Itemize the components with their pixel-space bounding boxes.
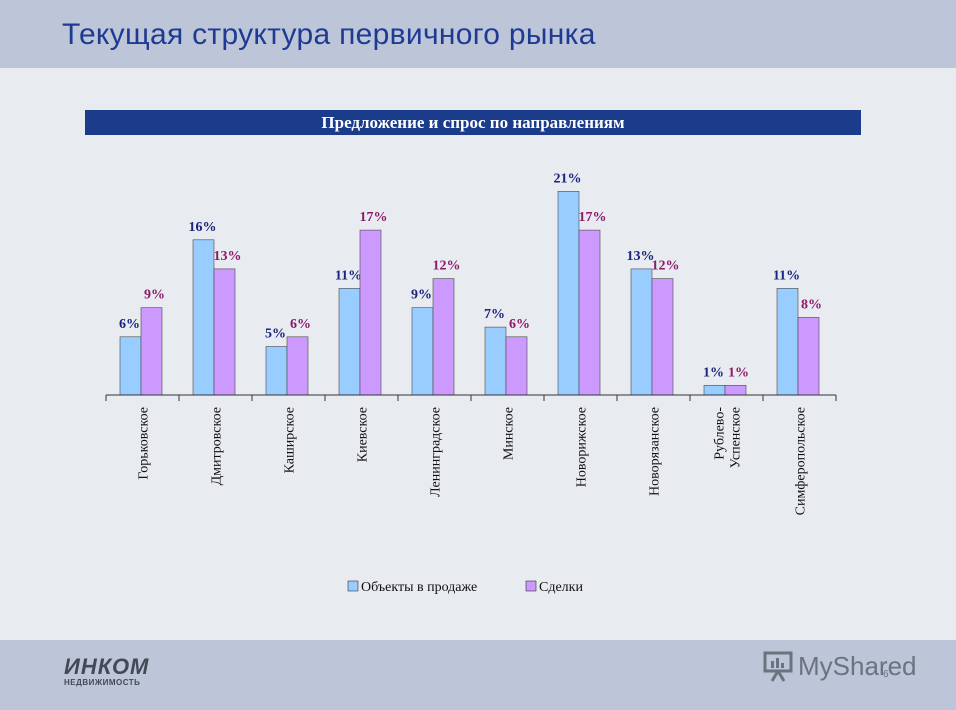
data-label: 7% <box>484 307 505 322</box>
bar-offers-9 <box>776 287 799 396</box>
bar-offers-1 <box>192 239 215 396</box>
data-label: 1% <box>728 365 749 380</box>
data-label: 13% <box>627 249 655 264</box>
category-label: Ленинградское <box>429 407 444 497</box>
legend-label-offers: Объекты в продаже <box>361 580 477 595</box>
bar-chart: 6% 16% 5% 11% 9% 7% 21% 13% 1% 11% 9% 13% 6% 17% 12% 6%… <box>105 171 837 595</box>
data-label: 17% <box>360 210 388 225</box>
bar-deals-6 <box>578 229 601 396</box>
data-label: 6% <box>119 317 140 332</box>
category-label: Минское <box>502 407 517 460</box>
top-band <box>0 0 956 68</box>
data-label: 12% <box>433 259 461 274</box>
bar-offers-5 <box>484 326 507 396</box>
bar-deals-3 <box>359 229 382 396</box>
bar-offers-2 <box>265 346 288 396</box>
data-label: 9% <box>144 288 165 303</box>
bar-deals-2 <box>286 336 309 396</box>
data-label: 6% <box>509 317 530 332</box>
logo-main-text: ИНКОМ <box>64 654 150 679</box>
data-label: 16% <box>189 220 217 235</box>
company-logo: ИНКОМ НЕДВИЖИМОСТЬ <box>64 654 149 687</box>
legend-swatch-deals <box>525 580 537 592</box>
category-label: Киевское <box>356 407 371 462</box>
data-label: 21% <box>554 171 582 186</box>
category-label: Дмитровское <box>210 407 225 485</box>
bar-offers-0 <box>119 336 142 396</box>
data-label: 17% <box>579 210 607 225</box>
slide-title: Текущая структура первичного рынка <box>62 18 596 51</box>
data-label: 13% <box>214 249 242 264</box>
legend-swatch-offers <box>347 580 359 592</box>
bar-deals-9 <box>797 317 820 396</box>
data-label: 8% <box>801 297 822 312</box>
bar-deals-7 <box>651 278 674 396</box>
data-label: 12% <box>652 259 680 274</box>
data-label: 1% <box>703 365 724 380</box>
watermark: MyShared <box>762 648 917 684</box>
data-label: 6% <box>290 317 311 332</box>
bar-offers-8 <box>703 384 726 396</box>
bar-offers-6 <box>557 191 580 396</box>
bottom-band <box>0 640 956 710</box>
category-label: Успенское <box>729 407 744 468</box>
bar-deals-5 <box>505 336 528 396</box>
category-label: Каширское <box>283 407 298 473</box>
page-number: 6 <box>883 669 889 680</box>
category-label: Симферопольское <box>794 407 809 515</box>
data-label: 5% <box>265 327 286 342</box>
bar-deals-1 <box>213 268 236 396</box>
bar-deals-0 <box>140 307 163 396</box>
category-label: Новорижское <box>575 407 590 487</box>
presentation-board-icon <box>763 651 793 682</box>
data-label: 11% <box>335 268 362 283</box>
category-label: Горьковское <box>137 407 152 480</box>
bar-offers-7 <box>630 268 653 396</box>
chart-title: Предложение и спрос по направлениям <box>85 110 861 135</box>
bar-deals-4 <box>432 278 455 396</box>
data-label: 11% <box>773 268 800 283</box>
legend-label-deals: Сделки <box>539 580 583 595</box>
bar-offers-3 <box>338 287 361 396</box>
category-label: Новорязанское <box>648 407 663 496</box>
bar-offers-4 <box>411 307 434 396</box>
logo-sub-text: НЕДВИЖИМОСТЬ <box>64 678 141 687</box>
bar-deals-8 <box>724 384 747 396</box>
watermark-text: MyShared <box>798 650 917 681</box>
data-label: 9% <box>411 288 432 303</box>
category-label: Рублево- <box>713 407 728 460</box>
